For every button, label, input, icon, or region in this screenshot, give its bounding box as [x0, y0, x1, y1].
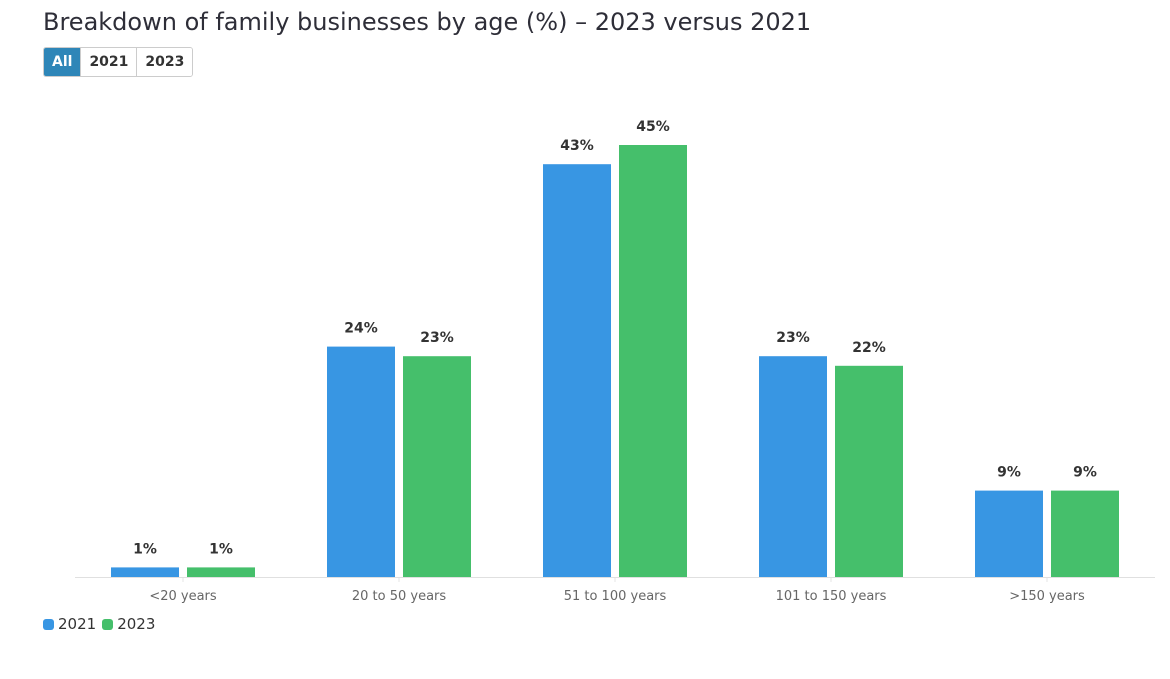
bar-2021-101-to-150-years[interactable] [759, 356, 827, 577]
data-label-2023-51-to-100-years: 45% [636, 119, 670, 135]
bar-2023-101-to-150-years[interactable] [835, 365, 903, 577]
legend-swatch-2021 [43, 618, 54, 630]
data-label-2021-20-to-50-years: 24% [344, 321, 378, 337]
x-tick-label-101-to-150-years: 101 to 150 years [776, 589, 887, 604]
chart-title: Breakdown of family businesses by age (%… [43, 8, 812, 36]
x-tick-label-20-to-50-years: 20 to 50 years [352, 589, 447, 604]
data-label-2023-20-to-50-years: 23% [420, 330, 454, 346]
filter-2023-button[interactable]: 2023 [137, 48, 193, 76]
bar-2021-20-years[interactable] [111, 567, 179, 577]
bar-2023-150-years[interactable] [1051, 490, 1119, 577]
year-filter-group: All 2021 2023 [43, 47, 194, 77]
bar-2021-20-to-50-years[interactable] [327, 346, 395, 577]
data-label-2023-150-years: 9% [1073, 465, 1097, 481]
x-tick-label-150-years: >150 years [1009, 589, 1085, 604]
data-label-2021-51-to-100-years: 43% [560, 138, 594, 154]
legend-label-2023: 2023 [117, 615, 156, 633]
filter-all-button[interactable]: All [44, 48, 82, 76]
x-tick-label-20-years: <20 years [149, 589, 217, 604]
data-label-2021-20-years: 1% [133, 541, 157, 557]
x-tick-label-51-to-100-years: 51 to 100 years [564, 589, 667, 604]
filter-2021-button[interactable]: 2021 [81, 48, 138, 76]
legend-swatch-2023 [102, 618, 114, 630]
data-label-2023-20-years: 1% [209, 541, 233, 557]
bar-2023-20-years[interactable] [187, 567, 255, 577]
legend-label-2021: 2021 [58, 615, 97, 633]
data-label-2021-101-to-150-years: 23% [776, 330, 810, 346]
data-label-2023-101-to-150-years: 22% [852, 340, 886, 356]
legend-item-2023[interactable]: 2023 [102, 615, 155, 633]
data-label-2021-150-years: 9% [997, 465, 1021, 481]
legend-item-2021[interactable]: 2021 [43, 615, 96, 633]
bar-2023-20-to-50-years[interactable] [403, 356, 471, 577]
legend: 2021 2023 [43, 615, 155, 633]
bar-2021-150-years[interactable] [975, 490, 1043, 577]
bar-2023-51-to-100-years[interactable] [619, 145, 687, 577]
bar-2021-51-to-100-years[interactable] [543, 164, 611, 577]
